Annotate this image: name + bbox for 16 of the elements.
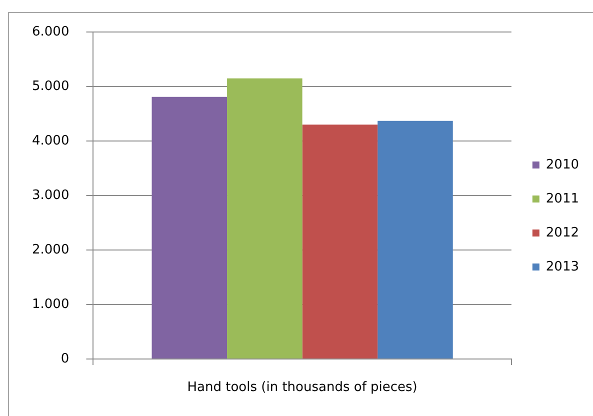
bar xyxy=(152,96,228,358)
y-tick-label: 0 xyxy=(60,351,70,366)
legend-label: 2010 xyxy=(546,157,580,172)
y-tick-label: 2.000 xyxy=(32,242,70,258)
bar xyxy=(378,120,453,358)
legend-label: 2012 xyxy=(546,225,580,240)
legend-label: 2011 xyxy=(546,191,580,206)
bar xyxy=(227,78,302,358)
y-tick-label: 5.000 xyxy=(32,78,70,94)
bar xyxy=(302,124,378,358)
y-tick-label: 6.000 xyxy=(32,24,70,40)
y-tick-label: 4.000 xyxy=(32,133,70,148)
x-tick-label: Hand tools (in thousands of pieces) xyxy=(187,380,418,396)
legend-label: 2013 xyxy=(546,259,580,274)
y-tick-label: 1.000 xyxy=(32,296,70,312)
y-tick-label: 3.000 xyxy=(32,188,70,203)
